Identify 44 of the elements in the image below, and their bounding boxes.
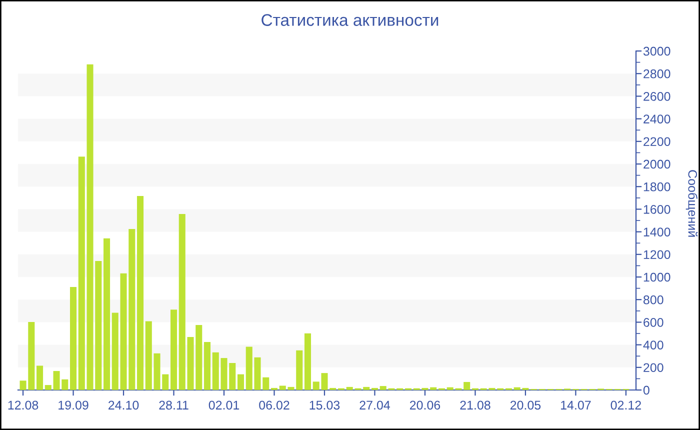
x-tick-label: 14.07 — [561, 400, 591, 410]
x-tick-label: 28.11 — [159, 400, 188, 410]
y-tick-label: 1600 — [644, 205, 670, 214]
bar — [430, 387, 437, 390]
bar — [70, 286, 77, 390]
bar — [204, 342, 211, 390]
bar — [36, 366, 44, 390]
bar — [78, 156, 85, 390]
bar — [170, 310, 178, 390]
y-tick-label: 3000 — [643, 46, 670, 56]
y-tick-label: 1000 — [644, 272, 670, 282]
x-tick-label: 27.04 — [360, 400, 390, 410]
x-tick-label: 24.10 — [108, 400, 139, 410]
x-tick-label: 12.08 — [8, 400, 38, 410]
x-tick-label: 02.01 — [208, 400, 240, 410]
y-tick-label: 0 — [643, 386, 650, 395]
y-tick-label: 1200 — [644, 250, 670, 260]
y-tick-label: 400 — [643, 340, 664, 350]
x-tick-label: 20.05 — [510, 400, 541, 410]
x-tick-label: 02.12 — [610, 400, 641, 410]
bar — [464, 382, 470, 390]
y-tick-label: 800 — [643, 295, 664, 304]
bar — [44, 385, 52, 390]
x-tick-label: 15.03 — [310, 400, 340, 410]
x-tick-label: 21.08 — [460, 400, 490, 410]
chart-title: Статистика активности — [262, 14, 438, 26]
bar — [304, 333, 312, 390]
bar — [363, 386, 370, 390]
x-tick-label: 19.09 — [58, 400, 88, 410]
bar — [104, 238, 110, 390]
y-tick-label: 2200 — [644, 137, 670, 146]
bar — [237, 374, 244, 390]
y-tick-label: 200 — [644, 363, 664, 372]
y-tick-label: 1800 — [644, 182, 670, 192]
y-tick-label: 600 — [644, 318, 664, 327]
y-axis-title: Сообщений — [686, 170, 698, 237]
y-tick-label: 2600 — [644, 92, 670, 101]
y-tick-label: 2000 — [644, 160, 670, 169]
bar — [136, 196, 144, 390]
y-tick-label: 2800 — [644, 69, 670, 78]
x-tick-label: 06.02 — [259, 400, 290, 410]
y-tick-label: 1400 — [644, 228, 670, 236]
x-tick-label: 20.06 — [410, 400, 440, 410]
y-tick-label: 2400 — [644, 114, 670, 124]
